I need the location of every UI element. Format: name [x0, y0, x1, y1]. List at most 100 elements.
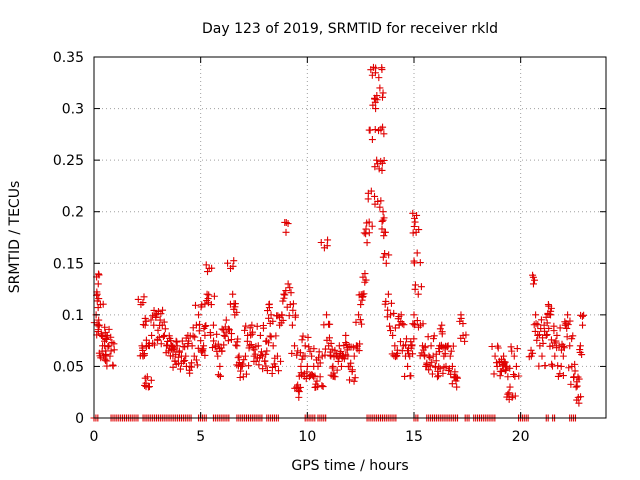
data-point	[205, 291, 213, 299]
data-point	[313, 377, 321, 385]
data-point	[413, 249, 421, 257]
data-point	[250, 357, 258, 365]
data-point	[506, 364, 514, 372]
data-point	[563, 333, 571, 341]
data-point	[383, 313, 391, 321]
data-point	[548, 362, 556, 370]
data-point	[148, 312, 156, 320]
data-point	[452, 373, 460, 381]
data-point	[99, 333, 107, 341]
x-tick-label: 15	[405, 429, 423, 445]
data-point	[411, 218, 419, 226]
data-point	[272, 332, 280, 340]
data-point	[147, 316, 155, 324]
data-point	[153, 336, 161, 344]
data-point	[232, 341, 240, 349]
data-point	[224, 337, 232, 345]
data-point	[142, 379, 150, 387]
data-point	[282, 219, 290, 227]
data-point	[329, 362, 337, 370]
data-point	[573, 382, 581, 390]
data-point	[214, 371, 222, 379]
data-point	[457, 314, 465, 322]
data-point	[284, 280, 292, 288]
data-point	[189, 324, 197, 332]
data-point	[211, 343, 219, 351]
data-point	[266, 319, 274, 327]
data-point	[189, 332, 197, 340]
data-point	[438, 321, 446, 329]
data-point	[234, 335, 242, 343]
data-point	[148, 331, 156, 339]
data-point	[256, 331, 264, 339]
data-point	[174, 353, 182, 361]
data-point	[503, 363, 511, 371]
data-point	[259, 324, 267, 332]
data-point	[542, 331, 550, 339]
data-point	[156, 321, 164, 329]
data-point	[209, 321, 217, 329]
data-point	[102, 335, 110, 343]
data-point	[203, 290, 211, 298]
data-point	[151, 341, 159, 349]
data-point	[385, 251, 393, 259]
data-point	[378, 166, 386, 174]
data-point	[568, 335, 576, 343]
data-point	[175, 347, 183, 355]
data-point	[199, 345, 207, 353]
data-point	[242, 370, 250, 378]
data-point	[447, 370, 455, 378]
data-point	[510, 370, 518, 378]
data-point	[157, 310, 165, 318]
data-point	[195, 327, 203, 335]
data-point	[134, 295, 142, 303]
data-point	[191, 301, 199, 309]
data-point	[340, 341, 348, 349]
data-point	[233, 308, 241, 316]
data-point	[235, 352, 243, 360]
data-point	[268, 363, 276, 371]
data-point	[378, 93, 386, 101]
x-tick-label: 0	[90, 429, 99, 445]
data-point	[250, 346, 258, 354]
data-point	[279, 316, 287, 324]
data-point	[285, 312, 293, 320]
data-point	[410, 214, 418, 222]
data-point	[107, 333, 115, 341]
data-point	[494, 342, 502, 350]
data-point	[426, 362, 434, 370]
data-point	[538, 352, 546, 360]
data-point	[490, 370, 498, 378]
data-point	[344, 352, 352, 360]
data-point	[557, 362, 565, 370]
data-point	[391, 324, 399, 332]
data-point	[150, 321, 158, 329]
data-point	[161, 325, 169, 333]
data-point	[206, 329, 214, 337]
data-point	[349, 343, 357, 351]
data-point	[173, 338, 181, 346]
data-point	[219, 326, 227, 334]
data-point	[381, 250, 389, 258]
y-tick-label: 0	[75, 411, 84, 427]
data-point	[372, 64, 380, 72]
data-point	[355, 311, 363, 319]
data-point	[292, 311, 300, 319]
data-point	[391, 342, 399, 350]
data-point	[404, 362, 412, 370]
data-point	[229, 290, 237, 298]
data-point	[177, 359, 185, 367]
data-point	[214, 352, 222, 360]
data-point	[461, 337, 469, 345]
data-point	[580, 311, 588, 319]
data-point	[359, 273, 367, 281]
data-point	[384, 290, 392, 298]
data-point	[408, 341, 416, 349]
data-point	[546, 342, 554, 350]
x-tick-label: 20	[512, 429, 530, 445]
data-point	[411, 285, 419, 293]
data-point	[323, 311, 331, 319]
data-point	[387, 299, 395, 307]
data-point	[362, 225, 370, 233]
data-point	[578, 351, 586, 359]
